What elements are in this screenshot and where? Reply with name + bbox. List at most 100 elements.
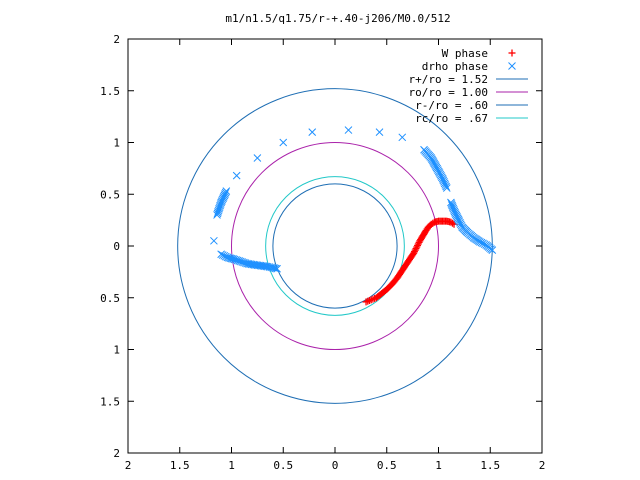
reference-circle — [177, 88, 493, 404]
marker-stroke — [223, 253, 232, 262]
marker-stroke — [270, 264, 279, 272]
marker-stroke — [477, 238, 486, 247]
marker-stroke — [227, 254, 236, 263]
data-point — [229, 255, 238, 263]
marker-stroke — [218, 251, 227, 259]
data-series — [210, 126, 497, 306]
marker-stroke — [232, 171, 241, 180]
marker-stroke — [456, 220, 465, 229]
reference-circle — [272, 183, 398, 309]
marker-stroke — [235, 257, 244, 265]
x-tick-label: 1 — [435, 459, 442, 472]
marker-stroke — [244, 260, 253, 268]
y-tick-label: 0.5 — [100, 292, 120, 305]
data-point — [241, 259, 250, 267]
data-point — [448, 219, 456, 227]
legend-marker — [508, 62, 516, 70]
data-point — [344, 126, 353, 134]
marker-stroke — [448, 201, 456, 210]
data-point — [213, 211, 221, 219]
marker-stroke — [267, 263, 276, 272]
marker-stroke — [448, 203, 457, 211]
marker-stroke — [456, 218, 464, 227]
data-point — [273, 264, 281, 273]
marker-stroke — [221, 252, 230, 261]
marker-stroke — [259, 262, 268, 270]
marker-stroke — [240, 258, 248, 267]
marker-stroke — [273, 264, 281, 273]
y-tick-label: 1.5 — [100, 85, 120, 98]
x-tick-label: 1.5 — [480, 459, 500, 472]
data-point — [308, 128, 317, 137]
marker-stroke — [253, 154, 262, 162]
data-point — [413, 243, 421, 251]
data-point — [279, 138, 288, 147]
marker-stroke — [458, 223, 467, 232]
x-tick-label: 2 — [125, 459, 132, 472]
marker-stroke — [279, 138, 288, 147]
legend-label: rc/ro = .67 — [415, 112, 488, 125]
marker-stroke — [447, 200, 456, 208]
data-point — [375, 128, 384, 137]
data-point — [260, 262, 269, 271]
marker-stroke — [508, 62, 516, 70]
data-point — [267, 263, 276, 272]
marker-stroke — [441, 181, 450, 189]
data-point — [398, 133, 407, 142]
marker-stroke — [269, 263, 277, 272]
marker-stroke — [439, 176, 448, 185]
legend-marker — [508, 49, 516, 57]
y-tick-label: 2 — [113, 33, 120, 46]
data-point — [447, 198, 455, 207]
marker-stroke — [480, 240, 489, 249]
data-point — [411, 246, 419, 254]
marker-stroke — [233, 256, 242, 265]
data-point — [227, 254, 236, 263]
marker-stroke — [375, 128, 384, 137]
marker-stroke — [232, 256, 241, 264]
data-point — [232, 171, 241, 180]
y-tick-label: 1 — [113, 344, 120, 357]
marker-stroke — [442, 184, 451, 192]
data-point — [270, 264, 279, 272]
data-point — [226, 254, 235, 263]
x-tick-label: 0 — [332, 459, 339, 472]
marker-stroke — [226, 254, 235, 263]
marker-stroke — [451, 209, 459, 217]
data-point — [210, 236, 218, 245]
marker-stroke — [238, 258, 247, 266]
marker-stroke — [447, 198, 455, 207]
marker-stroke — [457, 221, 466, 230]
marker-stroke — [344, 126, 353, 134]
data-point — [447, 200, 456, 208]
data-point — [410, 249, 418, 257]
data-point — [412, 245, 420, 253]
marker-stroke — [241, 259, 250, 267]
data-point — [224, 253, 233, 262]
x-tick-label: 0.5 — [273, 459, 293, 472]
marker-stroke — [213, 209, 222, 218]
y-tick-label: 0.5 — [100, 188, 120, 201]
marker-stroke — [265, 263, 274, 271]
y-tick-label: 1 — [113, 137, 120, 150]
reference-circle — [231, 142, 439, 350]
marker-stroke — [229, 255, 238, 263]
marker-stroke — [442, 182, 450, 191]
data-point — [414, 240, 422, 248]
chart-title: m1/n1.5/q1.75/r-+.40-j206/M0.0/512 — [225, 12, 450, 25]
legend-label: r-/ro = .60 — [415, 99, 488, 112]
marker-stroke — [220, 251, 229, 260]
marker-stroke — [213, 211, 221, 219]
reference-circle — [265, 176, 405, 316]
marker-stroke — [479, 239, 487, 248]
marker-stroke — [440, 179, 449, 188]
data-point — [271, 264, 280, 273]
data-point — [223, 253, 232, 262]
marker-stroke — [260, 262, 269, 271]
marker-stroke — [230, 255, 239, 264]
marker-stroke — [224, 253, 233, 262]
axis-ticks: 2 1.5 1 0.5 0 0.5 1 1.5 221.510.500.511.52 — [100, 33, 545, 472]
marker-stroke — [210, 236, 218, 245]
